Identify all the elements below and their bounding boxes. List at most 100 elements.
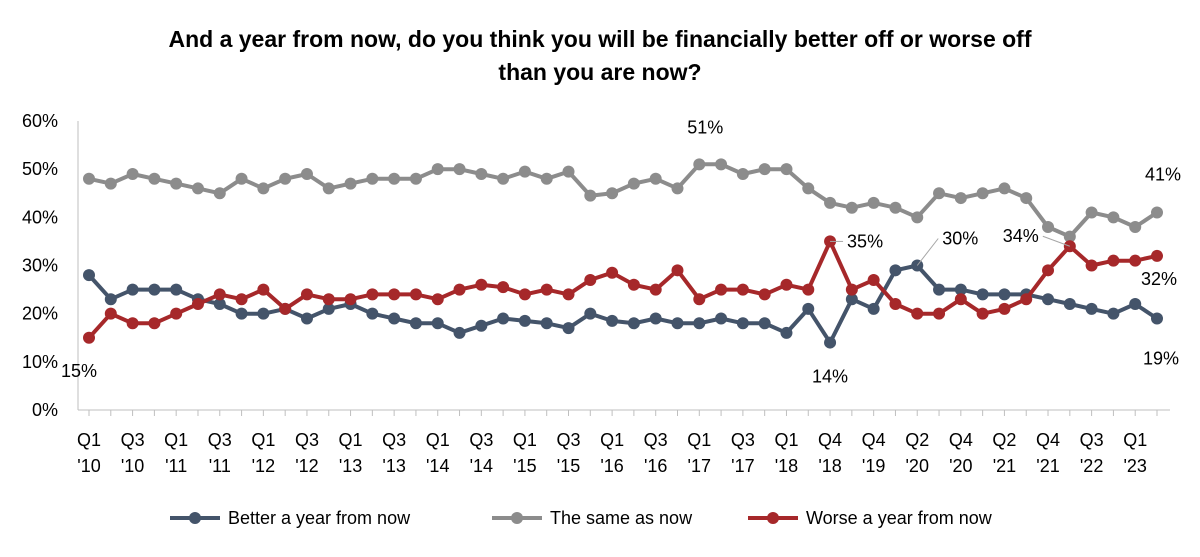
data-point (693, 158, 706, 171)
data-point (933, 283, 946, 296)
data-point (889, 201, 902, 214)
legend-label: The same as now (550, 508, 693, 528)
data-label-leader (916, 238, 939, 266)
data-point (998, 302, 1011, 315)
data-label: 41% (1145, 165, 1181, 185)
x-tick-label-year: '16 (644, 456, 667, 476)
x-tick-label-year: '11 (209, 456, 231, 476)
y-tick-label: 40% (22, 207, 58, 227)
data-point (715, 312, 728, 325)
legend-swatch-marker (189, 512, 201, 524)
data-point (606, 187, 619, 200)
data-point (126, 283, 139, 296)
x-axis: Q1 '10 Q3 '10 Q1 '11 Q3 '11 Q1 '12 Q3 '12 Q1 '13 Q3 '13… (77, 409, 1170, 476)
data-point (649, 283, 662, 296)
y-tick-label: 20% (22, 304, 58, 324)
data-point (715, 158, 728, 171)
x-tick-label-quarter: Q1 (1123, 430, 1147, 450)
data-point (235, 172, 248, 185)
legend: Better a year from now The same as now Wor… (170, 508, 993, 528)
x-tick-label-year: '15 (557, 456, 580, 476)
series-2 (83, 235, 1163, 344)
y-tick-label: 50% (22, 159, 58, 179)
data-point (933, 187, 946, 200)
data-point (431, 317, 444, 330)
data-point (802, 302, 815, 315)
data-point (475, 319, 488, 332)
x-tick-label-year: '12 (252, 456, 275, 476)
x-tick-label-quarter: Q3 (731, 430, 755, 450)
data-point (497, 281, 510, 294)
data-point (300, 288, 313, 301)
legend-label: Worse a year from now (806, 508, 993, 528)
data-point (170, 177, 183, 190)
data-point (1063, 298, 1076, 311)
data-point (497, 172, 510, 185)
data-point (1129, 254, 1142, 267)
data-label: 51% (687, 117, 723, 137)
data-point (911, 307, 924, 320)
legend-item-0: Better a year from now (170, 508, 411, 528)
data-point (83, 269, 95, 282)
data-point (388, 172, 401, 185)
data-point (453, 163, 466, 176)
data-point (1085, 206, 1098, 219)
data-point (409, 288, 422, 301)
x-tick-label-year: '20 (949, 456, 972, 476)
legend-item-2: Worse a year from now (748, 508, 993, 528)
series-layer (83, 158, 1163, 349)
data-point (366, 288, 379, 301)
data-point (431, 163, 444, 176)
data-point (867, 196, 880, 209)
x-tick-label-quarter: Q1 (600, 430, 624, 450)
data-point (475, 167, 488, 180)
data-point (845, 201, 858, 214)
data-point (518, 165, 531, 178)
y-tick-label: 30% (22, 256, 58, 276)
data-point (627, 317, 640, 330)
data-point (1085, 302, 1098, 315)
data-point (497, 312, 510, 325)
data-point (649, 312, 662, 325)
data-point (191, 298, 204, 311)
data-point (170, 307, 183, 320)
data-point (606, 266, 619, 279)
x-tick-label-quarter: Q3 (644, 430, 668, 450)
data-point (802, 182, 815, 195)
data-label: 32% (1141, 269, 1177, 289)
data-point (213, 288, 226, 301)
data-point (300, 167, 313, 180)
data-point (300, 312, 313, 325)
data-point (409, 317, 422, 330)
data-point (83, 331, 95, 344)
data-point (736, 283, 749, 296)
data-point (802, 283, 815, 296)
data-point (780, 326, 793, 339)
x-tick-label-year: '10 (77, 456, 100, 476)
data-point (693, 317, 706, 330)
x-tick-label-quarter: Q1 (251, 430, 275, 450)
x-tick-label-quarter: Q4 (949, 430, 973, 450)
data-point (344, 293, 357, 306)
data-label: 30% (942, 229, 978, 249)
legend-label: Better a year from now (228, 508, 411, 528)
data-point (562, 322, 575, 335)
x-tick-label-year: '14 (470, 456, 493, 476)
data-point (170, 283, 183, 296)
data-point (1042, 220, 1055, 233)
x-tick-label-quarter: Q1 (77, 430, 101, 450)
data-point (1129, 298, 1142, 311)
data-point (584, 273, 597, 286)
data-point (213, 298, 226, 311)
data-label-leader (1042, 235, 1070, 247)
x-tick-label-year: '17 (688, 456, 711, 476)
data-point (976, 307, 989, 320)
data-point (104, 293, 117, 306)
chart-title: And a year from now, do you think you wi… (168, 26, 1031, 85)
data-point (540, 283, 553, 296)
data-point (911, 211, 924, 224)
data-point (824, 336, 837, 349)
x-tick-label-quarter: Q1 (339, 430, 363, 450)
data-point (562, 288, 575, 301)
x-tick-label-year: '18 (818, 456, 841, 476)
